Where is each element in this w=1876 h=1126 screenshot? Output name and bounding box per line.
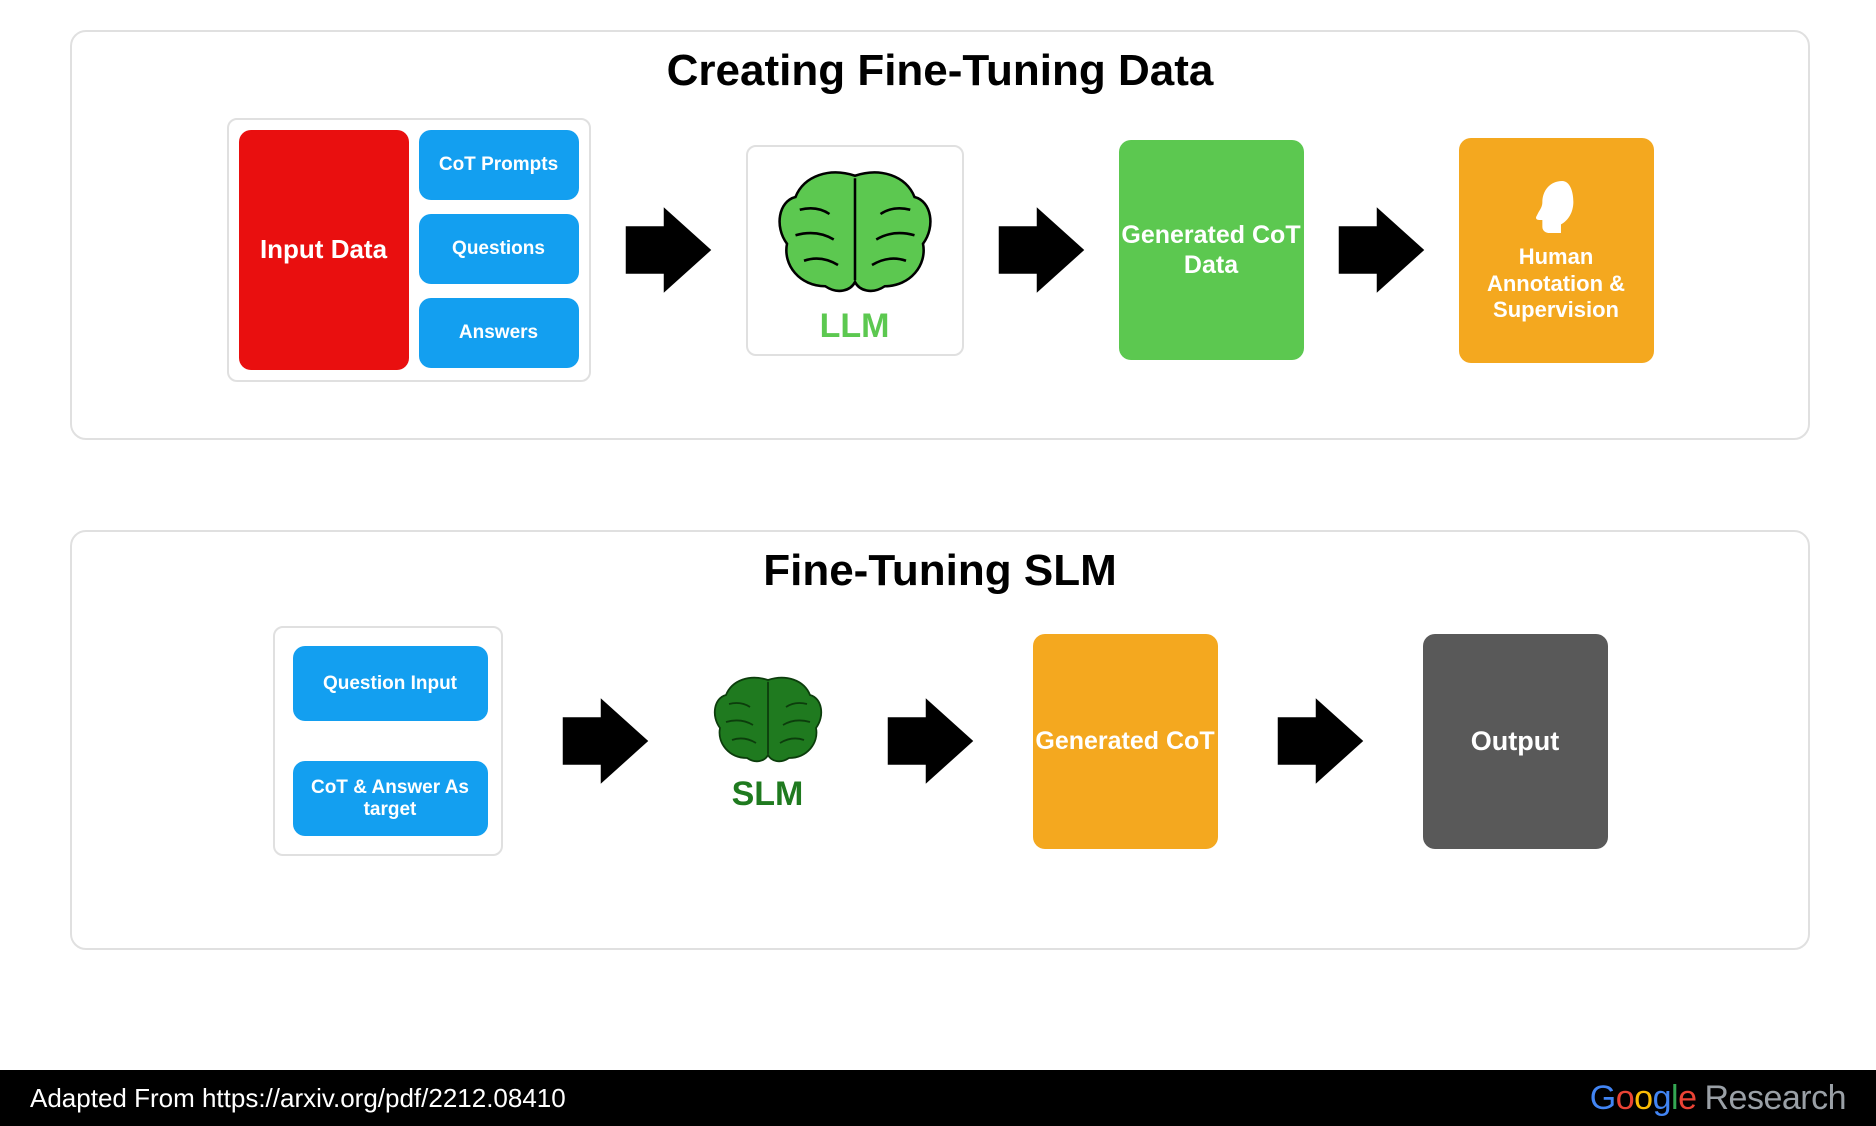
panel2-title: Fine-Tuning SLM: [72, 546, 1808, 596]
generated-cot-data-block: Generated CoT Data: [1119, 140, 1304, 360]
arrow-icon: [883, 686, 978, 796]
logo-suffix: Research: [1704, 1079, 1846, 1118]
arrow-icon: [1334, 195, 1429, 305]
input-data-block: Input Data: [239, 130, 409, 370]
input-group-2: Question Input CoT & Answer As target: [273, 626, 503, 856]
llm-box: LLM: [746, 145, 964, 356]
pill-cot-answer-target: CoT & Answer As target: [293, 761, 488, 836]
pill-questions: Questions: [419, 214, 579, 284]
pill-column-1: CoT Prompts Questions Answers: [419, 130, 579, 370]
brain-icon: [770, 161, 940, 301]
generated-cot-data-label: Generated CoT Data: [1119, 220, 1304, 280]
footer-bar: Adapted From https://arxiv.org/pdf/2212.…: [0, 1070, 1876, 1126]
panel1-title: Creating Fine-Tuning Data: [72, 46, 1808, 96]
arrow-icon: [558, 686, 653, 796]
llm-label: LLM: [820, 307, 890, 346]
human-annotation-block: Human Annotation & Supervision: [1459, 138, 1654, 363]
generated-cot-label: Generated CoT: [1035, 726, 1214, 756]
slm-box: SLM: [708, 669, 828, 814]
input-group-1: Input Data CoT Prompts Questions Answers: [227, 118, 591, 382]
panel-fine-tuning-slm: Fine-Tuning SLM Question Input CoT & Ans…: [70, 530, 1810, 950]
google-research-logo: Google Research: [1590, 1079, 1846, 1118]
pill-question-input: Question Input: [293, 646, 488, 721]
pill-cot-prompts: CoT Prompts: [419, 130, 579, 200]
arrow-icon: [1273, 686, 1368, 796]
generated-cot-block: Generated CoT: [1033, 634, 1218, 849]
arrow-icon: [994, 195, 1089, 305]
footer-citation: Adapted From https://arxiv.org/pdf/2212.…: [30, 1083, 566, 1114]
person-head-icon: [1525, 176, 1587, 238]
human-annotation-label: Human Annotation & Supervision: [1459, 244, 1654, 323]
brain-icon: [708, 669, 828, 769]
output-label: Output: [1471, 725, 1559, 757]
pill-answers: Answers: [419, 298, 579, 368]
slm-label: SLM: [732, 775, 804, 814]
arrow-icon: [621, 195, 716, 305]
panel2-row: Question Input CoT & Answer As target: [72, 596, 1808, 884]
panel1-row: Input Data CoT Prompts Questions Answers: [72, 96, 1808, 410]
output-block: Output: [1423, 634, 1608, 849]
panel-creating-fine-tuning-data: Creating Fine-Tuning Data Input Data CoT…: [70, 30, 1810, 440]
